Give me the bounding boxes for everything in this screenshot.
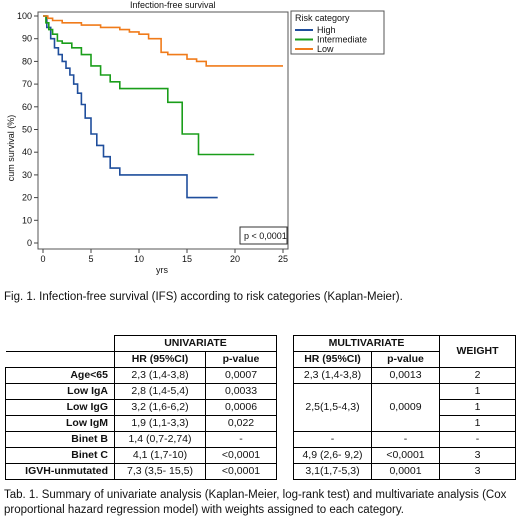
weight-cell: 1 (439, 383, 517, 400)
table-row: Binet C 4,1 (1,7-10) <0,0001 4,9 (2,6- 9… (5, 447, 517, 464)
multi-hr-cell: 4,9 (2,6- 9,2) (293, 447, 372, 464)
p-value-box: p < 0,0001 (239, 226, 288, 245)
y-tick-label: 70 (22, 79, 32, 89)
x-tick-label: 15 (182, 254, 192, 264)
multivariate-header: MULTIVARIATE (292, 335, 441, 352)
y-tick-label: 60 (22, 102, 32, 112)
table-gap (276, 463, 294, 480)
multi-p-merged-cell: 0,0009 (370, 383, 441, 432)
uni-p-cell: 0,022 (205, 415, 277, 432)
y-tick-label: 80 (22, 56, 32, 66)
figure-caption: Fig. 1. Infection-free survival (IFS) ac… (4, 291, 403, 303)
multi-p-header: p-value (370, 351, 441, 368)
y-tick-label: 0 (27, 238, 32, 248)
y-tick-label: 30 (22, 170, 32, 180)
uni-hr-cell: 7,3 (3,5- 15,5) (114, 463, 206, 480)
y-axis-label: cum survival (%) (6, 115, 16, 182)
table-gap (276, 351, 294, 368)
table-gap (276, 335, 294, 352)
survival-chart: Infection-free survival cum survival (%)… (6, 0, 385, 275)
uni-hr-cell: 1,9 (1,1-3,3) (114, 415, 206, 432)
weight-cell: 3 (439, 447, 517, 464)
x-tick-label: 0 (40, 254, 45, 264)
table-gap (276, 383, 294, 400)
row-label: Low IgA (5, 383, 115, 400)
uni-p-cell: <0,0001 (205, 447, 277, 464)
row-label: Low IgM (5, 415, 115, 432)
series-line-low (43, 15, 283, 67)
multi-hr-header: HR (95%CI) (293, 351, 372, 368)
legend-box (290, 10, 385, 55)
uni-hr-cell: 1,4 (0,7-2,74) (114, 431, 206, 448)
table-gap (276, 431, 294, 448)
y-tick-label: 100 (17, 11, 32, 21)
table-corner (5, 351, 115, 368)
x-axis-label: yrs (156, 265, 168, 275)
weight-header: WEIGHT (439, 335, 517, 368)
table-gap (276, 415, 294, 432)
legend-title: Risk category (295, 13, 350, 23)
x-tick-label: 10 (134, 254, 144, 264)
legend-label-high: High (317, 25, 336, 35)
multi-hr-merged-cell: 2,5(1,5-4,3) (293, 383, 372, 432)
multi-hr-cell: 2,3 (1,4-3,8) (293, 367, 372, 384)
x-tick-label: 5 (88, 254, 93, 264)
uni-p-header: p-value (205, 351, 277, 368)
uni-hr-cell: 3,2 (1,6-6,2) (114, 399, 206, 416)
uni-p-cell: 0,0007 (205, 367, 277, 384)
row-label: IGVH-unmutated (5, 463, 115, 480)
legend-label-low: Low (317, 44, 334, 54)
y-tick-label: 40 (22, 147, 32, 157)
row-label: Age<65 (5, 367, 115, 384)
legend-label-intermediate: Intermediate (317, 35, 367, 45)
multi-p-cell: 0,0001 (370, 463, 441, 480)
uni-hr-cell: 2,8 (1,4-5,4) (114, 383, 206, 400)
x-tick-label: 25 (278, 254, 288, 264)
p-value-annotation: p < 0,0001 (244, 231, 287, 241)
y-tick-label: 10 (22, 215, 32, 225)
table-gap (276, 399, 294, 416)
multi-p-cell: 0,0013 (370, 367, 441, 384)
table-row: Age<65 2,3 (1,4-3,8) 0,0007 2,3 (1,4-3,8… (5, 367, 517, 384)
y-tick-label: 50 (22, 125, 32, 135)
row-label: Binet B (5, 431, 115, 448)
y-tick-label: 20 (22, 193, 32, 203)
multi-hr-cell: 3,1(1,7-5,3) (293, 463, 372, 480)
table-caption: Tab. 1. Summary of univariate analysis (… (4, 489, 507, 516)
table-corner (5, 335, 115, 352)
row-label: Low IgG (5, 399, 115, 416)
multi-hr-cell: - (293, 431, 372, 448)
uni-p-cell: <0,0001 (205, 463, 277, 480)
table-row: Low IgM 1,9 (1,1-3,3) 0,022 1 (5, 415, 517, 432)
weight-cell: 1 (439, 415, 517, 432)
uni-hr-cell: 2,3 (1,4-3,8) (114, 367, 206, 384)
uni-p-cell: - (205, 431, 277, 448)
uni-hr-header: HR (95%CI) (114, 351, 206, 368)
uni-hr-cell: 4,1 (1,7-10) (114, 447, 206, 464)
results-table: UNIVARIATE MULTIVARIATE WEIGHT HR (95%CI… (5, 335, 517, 480)
uni-p-cell: 0,0006 (205, 399, 277, 416)
table-row: Binet B 1,4 (0,7-2,74) - - - - (5, 431, 517, 448)
uni-p-cell: 0,0033 (205, 383, 277, 400)
chart-title: Infection-free survival (130, 0, 216, 10)
weight-cell: - (439, 431, 517, 448)
x-tick-label: 20 (230, 254, 240, 264)
series-line-intermediate (43, 15, 255, 156)
table-row: Low IgA 2,8 (1,4-5,4) 0,0033 2,5(1,5-4,3… (5, 383, 517, 432)
row-label: Binet C (5, 447, 115, 464)
multi-p-cell: <0,0001 (370, 447, 441, 464)
table-row: Low IgG 3,2 (1,6-6,2) 0,0006 1 (5, 399, 517, 416)
y-tick-label: 90 (22, 34, 32, 44)
weight-cell: 1 (439, 399, 517, 416)
univariate-header: UNIVARIATE (114, 335, 277, 352)
weight-cell: 3 (439, 463, 517, 480)
multi-p-cell: - (370, 431, 441, 448)
table-gap (276, 367, 294, 384)
table-row: IGVH-unmutated 7,3 (3,5- 15,5) <0,0001 3… (5, 463, 517, 480)
table-gap (276, 447, 294, 464)
weight-cell: 2 (439, 367, 517, 384)
p-value-frame (239, 226, 288, 245)
series-line-high (43, 15, 218, 199)
